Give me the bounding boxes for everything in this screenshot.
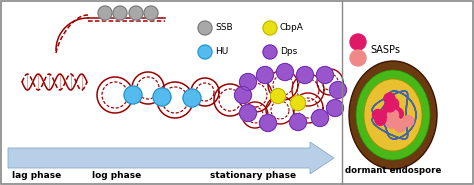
Circle shape	[198, 45, 212, 59]
Circle shape	[311, 110, 328, 127]
Polygon shape	[8, 142, 334, 174]
Circle shape	[239, 105, 256, 122]
Circle shape	[98, 6, 112, 20]
Text: SASPs: SASPs	[370, 45, 400, 55]
Circle shape	[390, 108, 401, 119]
Ellipse shape	[364, 79, 422, 151]
Circle shape	[388, 98, 399, 109]
Circle shape	[183, 89, 201, 107]
Circle shape	[403, 116, 414, 127]
Ellipse shape	[356, 70, 430, 160]
Circle shape	[129, 6, 143, 20]
Circle shape	[392, 108, 403, 119]
Circle shape	[317, 66, 334, 83]
Circle shape	[259, 115, 276, 132]
Circle shape	[383, 104, 394, 115]
Circle shape	[271, 88, 285, 103]
Circle shape	[291, 95, 306, 110]
Circle shape	[329, 82, 346, 98]
Text: log phase: log phase	[92, 171, 141, 180]
Circle shape	[144, 6, 158, 20]
Circle shape	[263, 45, 277, 59]
Circle shape	[239, 73, 256, 90]
Text: dormant endospore: dormant endospore	[345, 166, 441, 175]
Circle shape	[235, 87, 252, 103]
Circle shape	[386, 110, 397, 121]
Circle shape	[350, 34, 366, 50]
Circle shape	[391, 117, 401, 129]
Circle shape	[386, 103, 397, 114]
Circle shape	[276, 63, 293, 80]
Circle shape	[388, 109, 399, 120]
Circle shape	[384, 93, 395, 104]
Circle shape	[256, 66, 273, 83]
Text: lag phase: lag phase	[12, 171, 61, 180]
Circle shape	[113, 6, 127, 20]
Circle shape	[387, 110, 399, 120]
Circle shape	[153, 88, 171, 106]
Text: stationary phase: stationary phase	[210, 171, 296, 180]
Ellipse shape	[349, 61, 437, 169]
Circle shape	[386, 110, 397, 120]
Text: SSB: SSB	[215, 23, 233, 33]
Circle shape	[384, 101, 396, 112]
Circle shape	[290, 114, 307, 130]
Circle shape	[297, 66, 313, 83]
Circle shape	[388, 104, 399, 115]
Text: Dps: Dps	[280, 48, 297, 56]
Circle shape	[124, 86, 142, 104]
Circle shape	[198, 21, 212, 35]
Circle shape	[386, 117, 397, 128]
Text: HU: HU	[215, 48, 228, 56]
Circle shape	[350, 50, 366, 66]
Text: CbpA: CbpA	[280, 23, 304, 33]
Circle shape	[375, 114, 386, 125]
Circle shape	[373, 110, 383, 120]
Circle shape	[380, 110, 391, 121]
Circle shape	[392, 107, 402, 119]
Circle shape	[263, 21, 277, 35]
Circle shape	[327, 100, 344, 117]
Circle shape	[394, 121, 405, 132]
